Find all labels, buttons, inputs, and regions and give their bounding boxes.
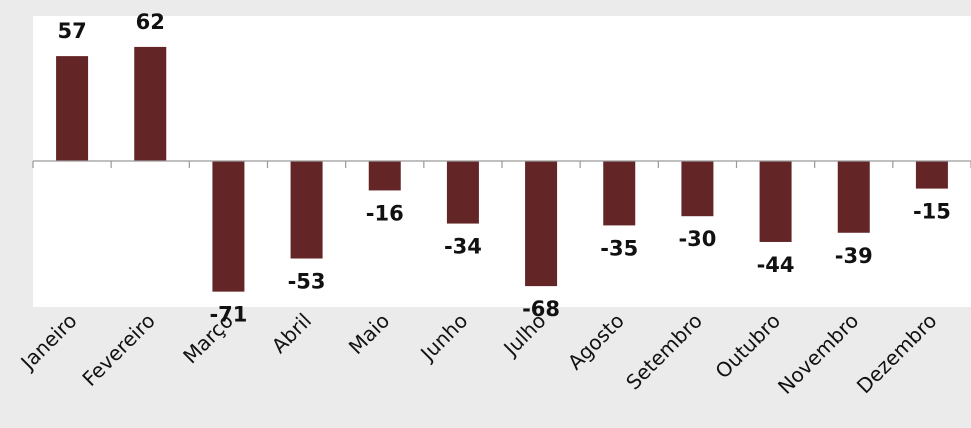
bars-group (56, 46, 948, 292)
bar-setembro (681, 161, 714, 217)
bar-abril (290, 161, 323, 259)
data-label: -34 (444, 235, 482, 259)
category-label: Setembro (621, 309, 707, 395)
category-label: Março (178, 309, 238, 369)
category-label: Agosto (563, 309, 629, 375)
category-label: Novembro (773, 309, 863, 399)
bar-janeiro (56, 56, 89, 162)
bar-outubro (759, 161, 792, 242)
bar-agosto (603, 161, 636, 226)
bar-dezembro (915, 161, 948, 189)
data-label: -68 (522, 297, 560, 321)
data-label: -39 (835, 244, 873, 268)
data-label: -35 (600, 236, 638, 260)
data-label: -44 (757, 253, 795, 277)
data-label: -30 (678, 227, 716, 251)
category-label: Outubro (710, 309, 785, 384)
data-label: 57 (57, 19, 86, 43)
bar-junho (446, 161, 479, 224)
category-label: Maio (344, 309, 394, 359)
category-label: Junho (414, 309, 472, 367)
bar-março (212, 161, 245, 292)
bar-maio (368, 161, 401, 191)
category-label: Janeiro (15, 309, 82, 376)
category-label: Fevereiro (77, 309, 159, 391)
bar-novembro (837, 161, 870, 233)
bar-fevereiro (134, 46, 167, 161)
category-label: Abril (267, 309, 316, 358)
data-label: 62 (136, 10, 165, 34)
data-labels-group: 57 62 -71 -53 -16 -34 -68 -35 -30 -44 -39 -15 (57, 10, 950, 327)
data-label: -53 (288, 270, 326, 294)
bar-julho (525, 161, 558, 287)
data-label: -15 (913, 200, 951, 224)
data-label: -16 (366, 201, 404, 225)
x-axis-ticks (32, 161, 971, 168)
data-label: -71 (209, 303, 247, 327)
category-label: Dezembro (852, 309, 942, 399)
